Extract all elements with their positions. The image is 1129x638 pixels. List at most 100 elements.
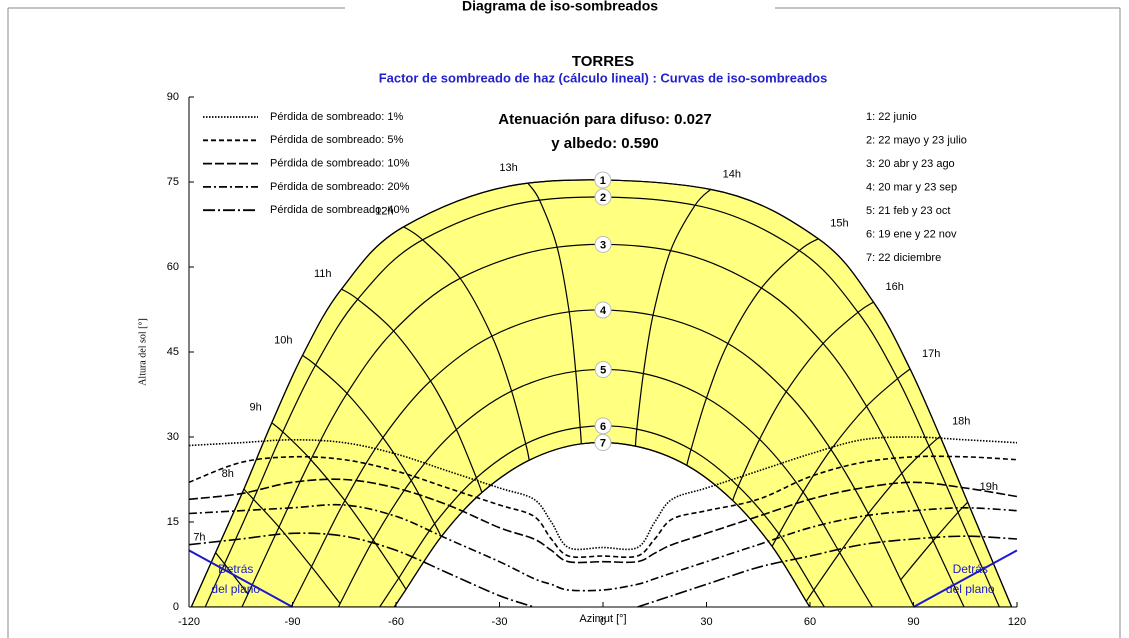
date-curve [215,179,969,553]
horizon-extension [967,501,1013,607]
annotation: y albedo: 0.590 [551,135,659,152]
header-title: Diagrama de iso-sombreados [462,0,658,14]
x-tick-label: -120 [178,616,200,628]
behind-plane-label: del plano [211,582,260,596]
legend-label: Pérdida de sombreado: 10% [270,158,410,170]
y-tick-label: 15 [167,516,179,528]
horizon-extension [957,512,1000,607]
horizon-extension [805,601,811,607]
horizon-extension [337,603,341,607]
iso-shading-curve [189,532,535,607]
hour-label: 17h [922,348,940,360]
hour-label: 9h [250,402,262,414]
horizon-extension [932,540,965,607]
hour-line [302,354,442,537]
x-tick-label: 120 [1008,616,1026,628]
date-marker-label: 2 [600,192,606,204]
date-marker-label: 7 [600,437,606,449]
hour-label: 7h [193,532,205,544]
hour-label: 10h [274,334,292,346]
date-legend: 1: 22 junio [866,111,917,123]
horizon-extension [379,577,400,607]
behind-plane-label: del plano [946,582,995,596]
y-axis-label: Altura del sol [°] [137,318,148,386]
hour-label: 18h [952,415,970,427]
date-legend: 4: 20 mar y 23 sep [866,181,957,193]
date-legend: 3: 20 abr y 23 ago [866,158,955,170]
x-tick-label: 30 [700,616,712,628]
date-marker [594,361,612,379]
hour-line [732,301,874,501]
hour-label: 8h [222,468,234,480]
hour-line [271,422,407,590]
date-legend: 2: 22 mayo y 23 julio [866,134,967,146]
horizon-extension [241,593,249,607]
date-marker-label: 3 [600,239,606,251]
y-tick-label: 0 [173,601,179,613]
plot-area [189,179,1017,607]
iso-shading-curve [637,535,1017,607]
horizon-extension [839,552,873,607]
hour-label: 12h [375,206,393,218]
behind-plane-label: Detrás [953,562,988,576]
hour-label: 19h [980,481,998,493]
hour-line [634,188,712,447]
hour-label: 11h [314,268,332,280]
hour-label: 13h [499,162,517,174]
behind-plane-line [188,549,293,608]
date-marker-label: 1 [600,175,606,187]
date-legend: 5: 21 feb y 23 oct [866,205,950,217]
x-tick-label: -90 [285,616,301,628]
date-marker-label: 5 [600,364,606,376]
iso-shading-curve [189,455,1017,559]
x-tick-label: 60 [804,616,816,628]
legend-label: Pérdida de sombreado: 1% [270,111,404,123]
y-tick-label: 75 [167,176,179,188]
behind-plane-label: Detrás [218,562,253,576]
date-marker [594,235,612,253]
date-marker [594,301,612,319]
date-legend: 6: 19 ene y 22 nov [866,228,957,240]
hour-line [805,435,941,602]
horizon-extension [204,563,226,607]
legend-label: Pérdida de sombreado: 40% [270,204,410,216]
hour-line [403,226,530,461]
iso-shading-curve [189,478,1017,564]
horizon-extension [813,589,825,607]
x-tick-label: -30 [492,616,508,628]
x-tick-label: 90 [907,616,919,628]
date-marker-label: 6 [600,421,606,433]
legend-label: Pérdida de sombreado: 20% [270,181,410,193]
date-marker [594,171,612,189]
x-tick-label: -60 [388,616,404,628]
legend-label: Pérdida de sombreado: 5% [270,134,404,146]
annotation: Atenuación para difuso: 0.027 [498,111,711,128]
x-axis-label: Azimut [°] [579,613,626,625]
horizon-extension [900,579,915,607]
date-marker [594,434,612,452]
hour-line [527,182,582,444]
date-marker [594,188,612,206]
hour-line [215,552,249,595]
date-curve [223,196,959,565]
behind-plane-line [913,549,1018,608]
iso-shading-curve [189,436,1017,551]
date-curve [405,441,807,602]
date-legend: 7: 22 diciembre [866,252,941,264]
hour-line [686,238,819,466]
chart-subtitle: Factor de sombreado de haz (cálculo line… [379,70,828,85]
y-tick-label: 30 [167,431,179,443]
hour-line [243,488,341,604]
hour-line [900,501,969,581]
y-tick-label: 60 [167,261,179,273]
hour-line [771,368,911,547]
horizon-extension [290,566,313,607]
x-tick-label: 0 [600,616,606,628]
chart-title: TORRES [572,53,634,70]
date-marker-label: 4 [600,305,607,317]
hour-label: 15h [830,218,848,230]
hour-label: 14h [723,168,741,180]
y-tick-label: 90 [167,91,179,103]
